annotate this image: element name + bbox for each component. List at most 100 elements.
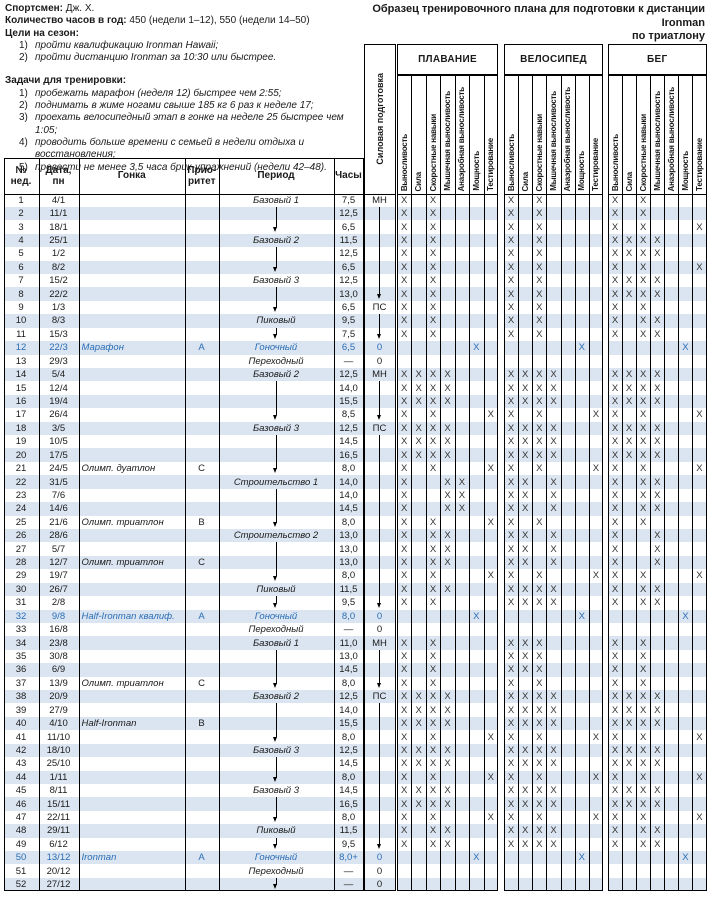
run-x-mark: X bbox=[611, 718, 619, 730]
week-cell: 43 bbox=[15, 758, 27, 770]
run-x-mark: X bbox=[640, 650, 647, 662]
priority-cell: C bbox=[198, 463, 205, 475]
swim-x-mark: X bbox=[401, 315, 408, 327]
priority-cell: B bbox=[198, 516, 205, 528]
swim-x-mark: X bbox=[401, 664, 408, 676]
athlete-info-block: Спортсмен: Дж. Х. Количество часов в год… bbox=[5, 3, 359, 174]
strength-row: 0 bbox=[364, 865, 396, 878]
strength-row bbox=[364, 703, 396, 717]
strength-row: МН bbox=[363, 636, 396, 650]
grid-vline bbox=[411, 75, 413, 892]
week-cell: 23 bbox=[15, 489, 27, 501]
strength-cell: 0 bbox=[376, 610, 383, 622]
table-row-week-21: 21 24/5 Олимп. дуатлон C 8,0 bbox=[4, 461, 364, 475]
run-x-mark: X bbox=[640, 785, 647, 797]
run-x-mark: X bbox=[611, 449, 619, 461]
swim-x-mark: X bbox=[429, 530, 437, 542]
bike-x-mark: X bbox=[522, 557, 529, 569]
bike-x-mark: X bbox=[536, 208, 543, 220]
swim-x-mark: X bbox=[401, 650, 408, 662]
strength-row bbox=[363, 770, 396, 784]
page-title: Образец тренировочного плана для подгото… bbox=[372, 3, 705, 42]
run-x-mark: X bbox=[640, 382, 647, 394]
strength-row bbox=[364, 461, 396, 476]
flow-arrow-head bbox=[273, 683, 278, 689]
week-cell: 32 bbox=[15, 610, 27, 622]
strength-cell: ПС bbox=[372, 302, 387, 314]
bike-x-mark: X bbox=[550, 422, 557, 434]
run-x-mark: X bbox=[696, 812, 703, 824]
table-row-week-50: 50 13/12 Ironman A Гоночный 8,0+ bbox=[3, 851, 364, 865]
swim-x-mark: X bbox=[401, 583, 408, 595]
run-x-mark: X bbox=[611, 288, 619, 300]
strength-row bbox=[364, 542, 396, 556]
run-x-mark: X bbox=[640, 489, 647, 501]
period-cell: Строительство 1 bbox=[233, 476, 319, 488]
bike-x-mark: X bbox=[536, 302, 543, 314]
run-x-mark: X bbox=[611, 838, 619, 850]
bike-x-mark: X bbox=[536, 771, 543, 783]
swim-x-mark: X bbox=[487, 570, 494, 582]
date-cell: 13/9 bbox=[49, 677, 68, 689]
date-cell: 19/4 bbox=[49, 396, 68, 407]
period-arrow bbox=[275, 663, 277, 677]
swim-x-mark: X bbox=[429, 744, 437, 756]
swim-x-mark: X bbox=[444, 704, 451, 716]
period-arrow bbox=[275, 461, 277, 469]
run-x-mark: X bbox=[611, 503, 619, 515]
bike-x-mark: X bbox=[507, 731, 515, 743]
run-x-mark: X bbox=[696, 463, 703, 475]
week-cell: 39 bbox=[15, 704, 27, 716]
period-arrow bbox=[275, 716, 277, 731]
run-x-mark: X bbox=[696, 731, 703, 743]
task-item: 3) проехать велосипедный этап в гонке на … bbox=[19, 112, 344, 136]
strength-arrow bbox=[379, 810, 380, 825]
swim-x-mark: X bbox=[401, 476, 408, 488]
swim-x-mark: X bbox=[429, 597, 437, 609]
run-x-mark: X bbox=[625, 396, 633, 407]
run-x-mark: X bbox=[640, 328, 647, 340]
bike-x-mark: X bbox=[550, 825, 557, 837]
date-cell: 8/11 bbox=[49, 785, 68, 797]
bike-x-mark: X bbox=[522, 476, 529, 488]
bike-x-mark: X bbox=[522, 597, 529, 609]
run-x-mark: X bbox=[640, 315, 647, 327]
date-cell: 19/7 bbox=[49, 570, 68, 582]
flow-arrow-head bbox=[273, 414, 278, 420]
period-cell: Базовый 3 bbox=[252, 422, 299, 434]
strength-arrow bbox=[379, 663, 380, 677]
swim-x-mark: X bbox=[429, 812, 437, 824]
hours-cell: 11,5 bbox=[339, 825, 358, 837]
table-row-week-10: 10 8/3 Пиковый 9,5 bbox=[3, 314, 364, 328]
week-cell: 41 bbox=[15, 731, 27, 743]
flow-arrow-head bbox=[273, 575, 278, 581]
run-x-mark: X bbox=[625, 718, 633, 730]
week-cell: 28 bbox=[15, 557, 27, 569]
week-cell: 10 bbox=[15, 315, 27, 327]
swim-x-mark: X bbox=[429, 221, 437, 233]
swim-x-mark: X bbox=[401, 543, 408, 555]
strength-arrow bbox=[379, 448, 380, 462]
race-cell: Олимп. триатлон bbox=[81, 516, 164, 528]
table-row-week-1: 1 4/1 Базовый 1 7,5 bbox=[4, 194, 364, 207]
bike-x-mark: X bbox=[522, 785, 529, 797]
athlete-name: Дж. Х. bbox=[65, 3, 95, 14]
table-row-week-41: 41 11/10 8,0 bbox=[4, 730, 364, 743]
bike-x-mark: X bbox=[507, 302, 515, 314]
